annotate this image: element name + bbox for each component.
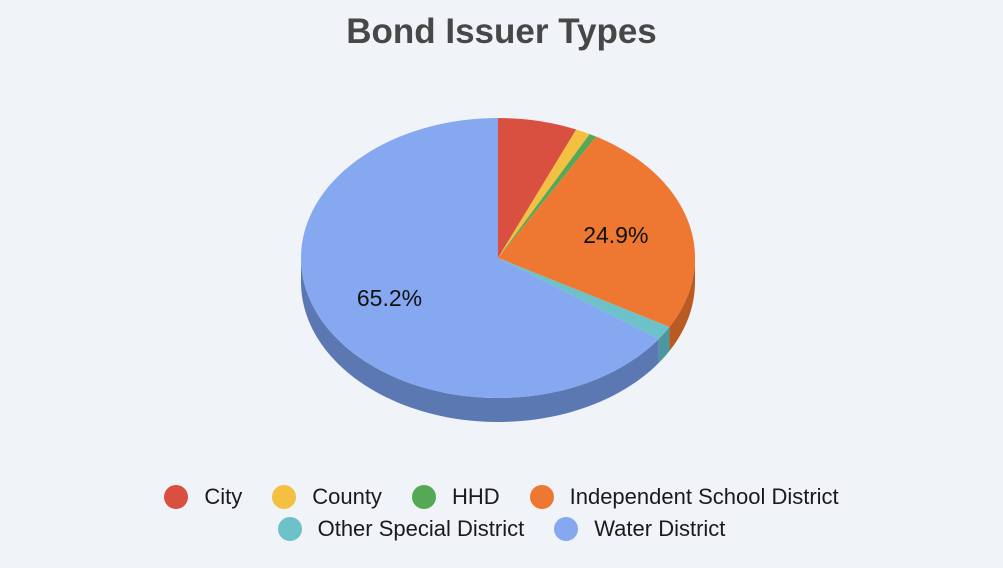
- legend-item-other-special-district[interactable]: Other Special District: [277, 516, 525, 542]
- legend-item-water-district[interactable]: Water District: [554, 516, 725, 542]
- legend-swatch-hhd: [411, 485, 436, 509]
- legend-swatch-other-special-district: [277, 517, 302, 541]
- legend-label-county: County: [312, 484, 382, 509]
- legend-label-hhd: HHD: [451, 484, 500, 509]
- legend-row-1: City County HHD Independent School District: [0, 484, 1003, 510]
- pie-slice-independent-school-district[interactable]: [498, 136, 695, 327]
- data-label-independent-school-district: 24.9%: [583, 222, 648, 248]
- legend-label-other-special-district: Other Special District: [317, 516, 525, 541]
- pie-sides: [301, 258, 695, 422]
- pie-slice-side-water-district: [301, 258, 659, 422]
- legend-swatch-water-district: [554, 517, 579, 541]
- pie-tops: [301, 118, 695, 398]
- legend-swatch-independent-school-district: [529, 485, 554, 509]
- pie-slice-water-district[interactable]: [301, 118, 659, 398]
- legend-row-2: Other Special District Water District: [0, 516, 1003, 542]
- legend-item-county[interactable]: County: [272, 484, 382, 510]
- legend-label-city: City: [204, 484, 243, 509]
- pie-slice-county[interactable]: [498, 129, 590, 258]
- legend-label-independent-school-district: Independent School District: [569, 484, 839, 509]
- pie-slice-other-special-district[interactable]: [498, 258, 670, 339]
- pie-slice-side-other-special-district: [658, 326, 670, 363]
- legend-item-hhd[interactable]: HHD: [411, 484, 500, 510]
- pie-slice-city[interactable]: [498, 118, 577, 258]
- legend-item-city[interactable]: City: [164, 484, 242, 510]
- data-label-water-district: 65.2%: [357, 285, 422, 311]
- pie-labels: 24.9% 65.2%: [357, 222, 649, 311]
- legend-swatch-county: [272, 485, 297, 509]
- pie-slice-side-independent-school-district: [669, 258, 695, 351]
- pie-slice-hhd[interactable]: [498, 134, 597, 258]
- legend-item-independent-school-district[interactable]: Independent School District: [529, 484, 839, 510]
- legend-label-water-district: Water District: [594, 516, 726, 541]
- chart-title: Bond Issuer Types: [346, 12, 657, 51]
- legend-swatch-city: [164, 485, 189, 509]
